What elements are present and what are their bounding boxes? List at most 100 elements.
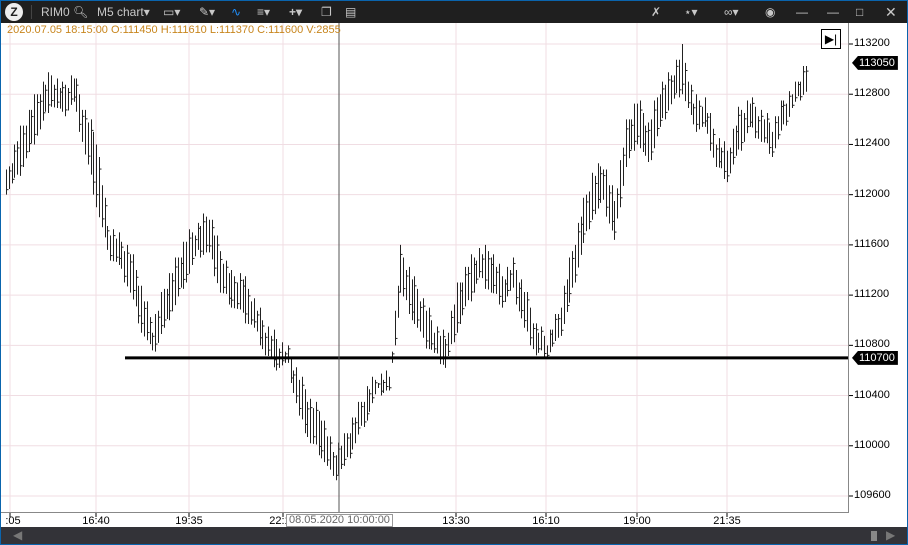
y-tick-label: 111600 — [854, 237, 890, 250]
ohlc-bar — [783, 100, 786, 125]
ohlc-bar — [457, 282, 460, 333]
ohlc-bar — [423, 298, 426, 338]
ohlc-bar — [693, 103, 696, 125]
ohlc-bar — [12, 163, 15, 184]
scroll-left-icon[interactable]: ◀ — [13, 528, 23, 542]
ohlc-bar — [220, 251, 223, 293]
horizontal-scrollbar[interactable]: ◀ ▶ — [1, 527, 907, 544]
ohlc-bar — [209, 219, 212, 253]
ohlc-bar — [121, 241, 124, 269]
ohlc-bar — [631, 119, 634, 150]
ohlc-bar — [268, 326, 271, 357]
ohlc-bar — [105, 197, 108, 238]
ohlc-bar — [496, 266, 499, 294]
ohlc-bar — [62, 81, 65, 112]
link-icon[interactable]: ∞▾ — [724, 5, 739, 19]
close-icon[interactable]: ✕ — [885, 4, 897, 20]
ohlc-bar — [691, 84, 694, 115]
ohlc-bar — [406, 270, 409, 301]
ohlc-bar — [54, 84, 57, 108]
ohlc-bar — [110, 235, 113, 261]
ohlc-bar — [778, 116, 781, 140]
search-icon[interactable]: 🔍︎ — [73, 5, 89, 19]
chart-type-label: M5 chart — [97, 5, 144, 19]
ohlc-bar — [645, 125, 648, 156]
plus-icon[interactable]: +▾ — [289, 5, 303, 19]
ohlc-bar — [234, 276, 237, 309]
ohlc-bar — [57, 78, 60, 109]
tools-icon[interactable]: ✗ — [651, 5, 662, 19]
ohlc-bar — [226, 260, 229, 294]
ohlc-bar — [155, 313, 158, 352]
ohlc-bar — [186, 241, 189, 283]
grid — [1, 23, 853, 517]
ohlc-bar — [265, 332, 268, 356]
ohlc-bar — [364, 401, 367, 427]
line-chart-icon[interactable]: ∿ — [231, 5, 242, 19]
ohlc-bar — [113, 229, 116, 262]
ohlc-bar — [313, 408, 316, 444]
ohlc-bar — [203, 213, 206, 255]
pin-icon[interactable]: — — [796, 5, 808, 19]
scroll-right-icon[interactable]: ▶ — [886, 528, 896, 542]
chart-type-dropdown[interactable]: M5 chart▾ — [97, 5, 150, 19]
ohlc-bar — [350, 433, 353, 459]
ohlc-bar — [747, 100, 750, 134]
ohlc-bar — [316, 401, 319, 445]
ohlc-bar — [662, 81, 665, 119]
pencil-icon[interactable]: ✎▾ — [199, 5, 216, 19]
ohlc-bar — [324, 420, 327, 463]
ohlc-bar — [79, 94, 82, 132]
ohlc-bar — [310, 398, 313, 444]
ohlc-bar — [755, 106, 758, 139]
y-tick-label: 110800 — [854, 338, 890, 351]
ohlc-bar — [426, 310, 429, 349]
ohlc-bar — [648, 122, 651, 163]
crosshair-icon[interactable]: ⋆▾ — [684, 5, 698, 19]
symbol-selector[interactable]: RIM0 — [41, 5, 70, 19]
ohlc-bar — [293, 370, 296, 394]
window-icon[interactable]: ❐ — [321, 5, 332, 19]
ohlc-bar — [400, 244, 403, 293]
scroll-to-end-button[interactable]: ▶| — [821, 29, 841, 49]
ohlc-bar — [721, 147, 724, 169]
indicators-icon[interactable]: ≡▾ — [257, 5, 271, 19]
x-tick-label: 13:30 — [442, 515, 470, 527]
ohlc-info: 2020.07.05 18:15:00 O:111450 H:111610 L:… — [7, 24, 341, 36]
ohlc-bar — [685, 62, 688, 102]
ohlc-bar — [499, 263, 502, 305]
ohlc-bar — [595, 175, 598, 215]
ohlc-bar — [164, 288, 167, 328]
ohlc-bar — [183, 241, 186, 289]
ohlc-bar — [564, 285, 567, 324]
ohlc-bar — [589, 191, 592, 230]
y-tick-label: 110400 — [854, 388, 890, 401]
ohlc-bar — [471, 254, 474, 302]
ohlc-bar — [347, 433, 350, 458]
panel-icon[interactable]: ▤ — [345, 5, 357, 19]
ohlc-bar — [767, 113, 770, 144]
ohlc-bar — [654, 100, 657, 149]
maximize-icon[interactable]: □ — [856, 5, 864, 19]
ohlc-bar — [245, 276, 248, 324]
ohlc-bar — [212, 219, 215, 260]
ohlc-bar — [758, 116, 761, 139]
ohlc-bar — [361, 401, 364, 426]
monitor-icon[interactable]: ▭▾ — [163, 5, 181, 19]
crosshair-time-tag: 08.05.2020 10:00:00 — [286, 514, 393, 527]
title-bar: Z RIM0 🔍︎ M5 chart▾ ▭▾ ✎▾ ∿ ≡▾ +▾ ❐ ▤ ✗ … — [1, 1, 907, 23]
ohlc-bar — [130, 254, 133, 293]
last-price-tag: 113050 — [852, 55, 898, 70]
ohlc-bar — [288, 345, 291, 363]
minimize-icon[interactable]: — — [827, 5, 839, 19]
ohlc-bar — [671, 75, 674, 105]
camera-icon[interactable]: ◉ — [765, 5, 776, 19]
scroll-thumb[interactable] — [871, 531, 877, 541]
ohlc-bar — [307, 401, 310, 437]
ohlc-bar — [136, 270, 139, 307]
ohlc-bar — [152, 332, 155, 351]
ohlc-bar — [96, 144, 99, 208]
ohlc-bar — [344, 433, 347, 466]
ohlc-bar — [133, 254, 136, 300]
